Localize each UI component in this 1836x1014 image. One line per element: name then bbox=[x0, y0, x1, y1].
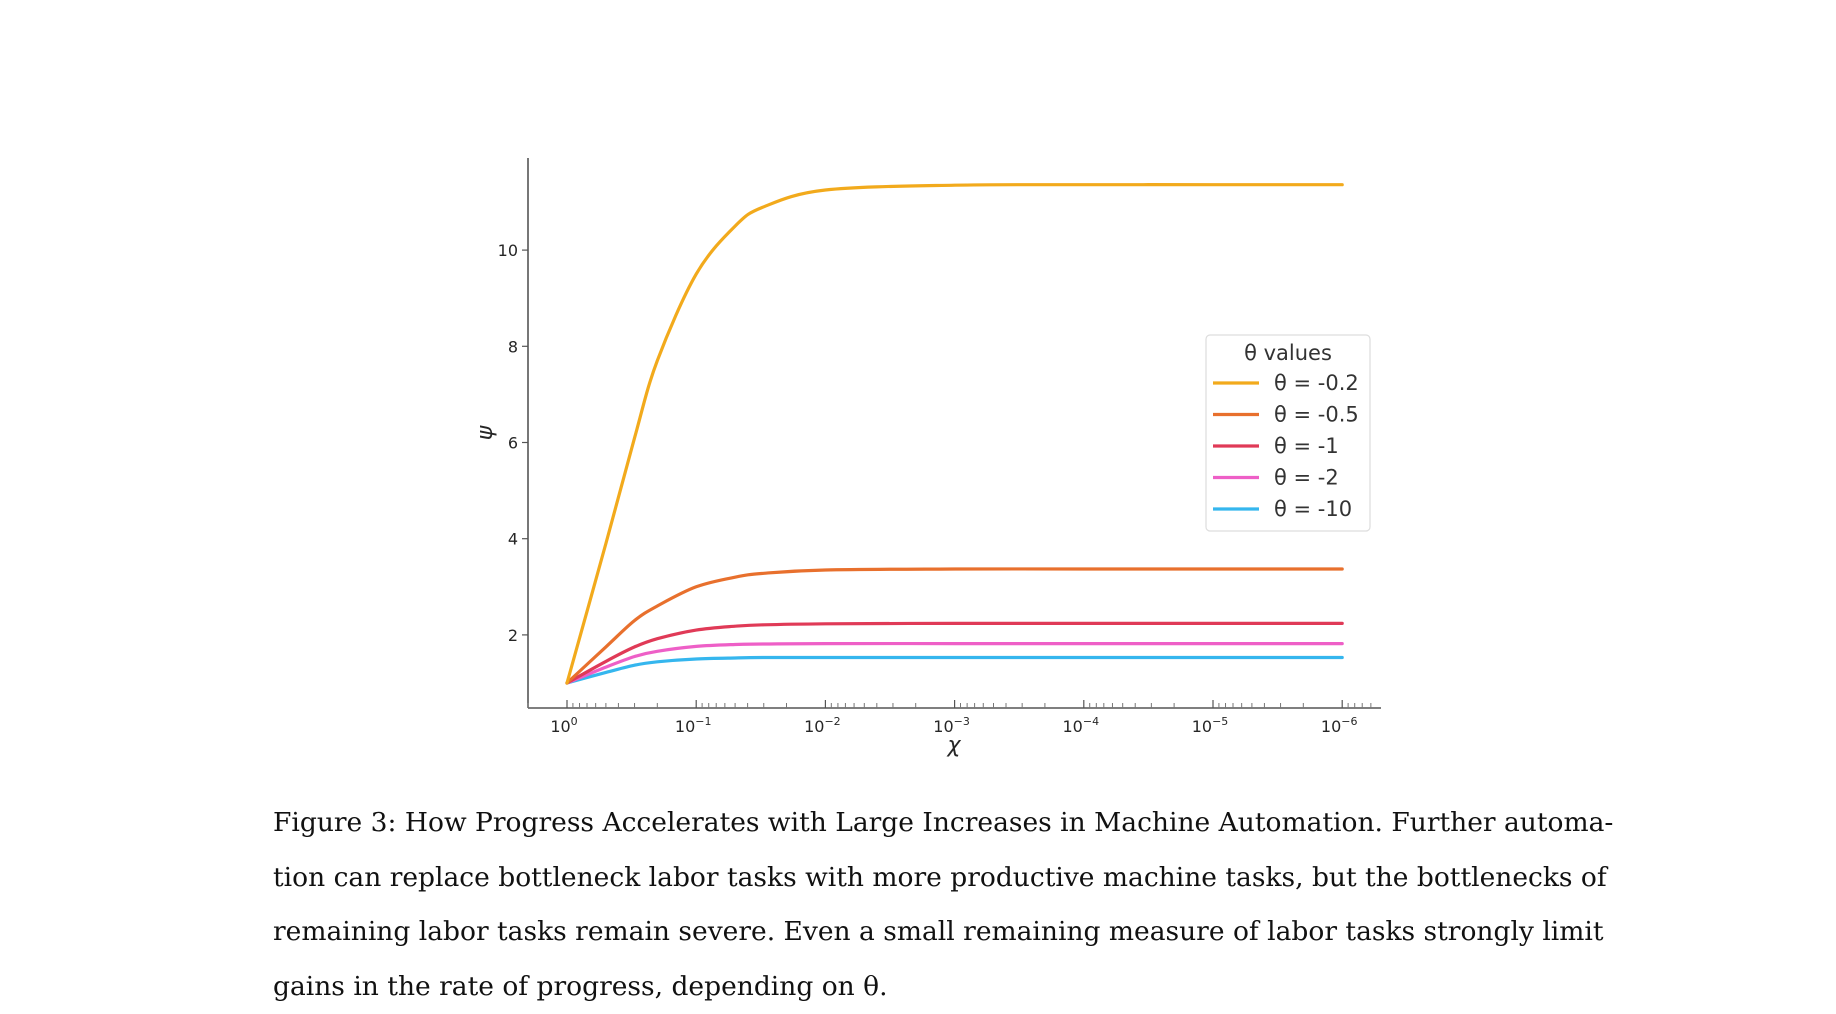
y-tick-label: 10 bbox=[498, 241, 518, 260]
caption-line: remaining labor tasks remain severe. Eve… bbox=[273, 905, 1584, 960]
legend: θ values θ = -0.2 θ = -0.5 θ = -1 θ = -2 θ =… bbox=[1206, 335, 1370, 531]
legend-item-label: θ = -0.5 bbox=[1274, 403, 1359, 427]
x-tick-label: 10−4 bbox=[1063, 715, 1100, 736]
legend-item-label: θ = -2 bbox=[1274, 466, 1339, 490]
legend-title: θ values bbox=[1244, 341, 1332, 365]
legend-item-label: θ = -0.2 bbox=[1274, 371, 1359, 395]
y-axis-label: ψ bbox=[473, 425, 498, 440]
y-tick-label: 4 bbox=[508, 530, 518, 549]
series-line bbox=[567, 657, 1342, 683]
series-line bbox=[567, 623, 1342, 683]
caption-line: gains in the rate of progress, depending… bbox=[273, 960, 1584, 1014]
x-tick-label: 100 bbox=[550, 715, 577, 736]
x-tick-label: 10−1 bbox=[675, 715, 712, 736]
y-ticks: 2 4 6 8 10 bbox=[498, 241, 528, 645]
x-tick-label: 10−5 bbox=[1192, 715, 1229, 736]
y-tick-label: 8 bbox=[508, 337, 518, 356]
y-tick-label: 6 bbox=[508, 434, 518, 453]
caption-line: Figure 3: How Progress Accelerates with … bbox=[273, 796, 1584, 851]
y-tick-label: 2 bbox=[508, 626, 518, 645]
x-tick-label: 10−6 bbox=[1321, 715, 1358, 736]
caption-line: tion can replace bottleneck labor tasks … bbox=[273, 851, 1584, 906]
legend-item-label: θ = -1 bbox=[1274, 434, 1339, 458]
series-line bbox=[567, 644, 1342, 683]
legend-item-label: θ = -10 bbox=[1274, 497, 1352, 521]
x-axis-label: χ bbox=[946, 733, 961, 758]
series-line bbox=[567, 569, 1342, 683]
x-tick-label: 10−2 bbox=[804, 715, 841, 736]
figure-caption: Figure 3: How Progress Accelerates with … bbox=[273, 796, 1584, 1014]
